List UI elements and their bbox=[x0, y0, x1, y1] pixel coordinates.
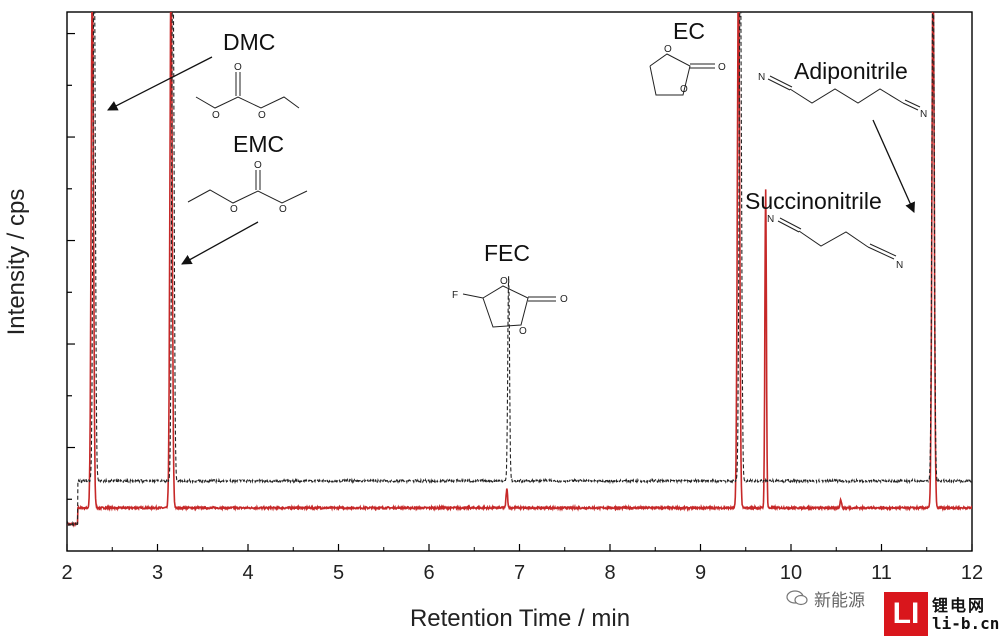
x-tick-label: 11 bbox=[871, 562, 892, 584]
x-tick-label: 4 bbox=[242, 562, 253, 584]
series-line-dashed bbox=[67, 12, 972, 527]
emc-atom-o-right: O bbox=[279, 204, 287, 215]
adiponitrile-atom-n-right: N bbox=[920, 109, 927, 120]
y-axis-ticks bbox=[67, 32, 75, 500]
x-tick-label: 5 bbox=[333, 562, 344, 584]
watermark-text: 新能源 bbox=[814, 591, 865, 611]
adiponitrile-atom-n-left: N bbox=[758, 72, 765, 83]
x-axis-label: Retention Time / min bbox=[410, 605, 630, 632]
succinonitrile-structure bbox=[777, 217, 897, 260]
x-tick-label: 2 bbox=[61, 562, 72, 584]
dmc-atom-o-right: O bbox=[258, 110, 266, 121]
annotation-emc: EMC bbox=[233, 131, 284, 157]
fec-structure bbox=[462, 285, 556, 328]
brand-logo: LI bbox=[884, 592, 928, 636]
adiponitrile-structure bbox=[767, 75, 921, 111]
ec-structure bbox=[649, 53, 715, 96]
dmc-atom-o-carbonyl: O bbox=[234, 62, 242, 73]
fec-atom-o-carbonyl: O bbox=[560, 294, 568, 305]
x-tick-label: 8 bbox=[604, 562, 615, 584]
x-axis-ticks bbox=[66, 544, 973, 551]
x-tick-label: 6 bbox=[423, 562, 434, 584]
x-tick-label: 10 bbox=[780, 562, 802, 584]
x-tick-label: 9 bbox=[695, 562, 706, 584]
dmc-atom-o-left: O bbox=[212, 110, 220, 121]
chat-bubble-icon bbox=[786, 590, 808, 606]
annotation-succinonitrile: Succinonitrile bbox=[745, 188, 882, 214]
emc-atom-o-left: O bbox=[230, 204, 238, 215]
annotation-ec: EC bbox=[673, 18, 705, 44]
y-axis-label: Intensity / cps bbox=[3, 189, 30, 336]
emc-structure bbox=[187, 170, 308, 204]
annotation-adiponitrile: Adiponitrile bbox=[794, 58, 908, 84]
ec-atom-o-top: O bbox=[664, 44, 672, 55]
arrow-emc bbox=[181, 221, 259, 265]
succinonitrile-atom-n-left: N bbox=[767, 214, 774, 225]
x-tick-label: 7 bbox=[514, 562, 525, 584]
fec-atom-o-top: O bbox=[500, 276, 508, 287]
annotation-dmc: DMC bbox=[223, 29, 275, 55]
plot-frame bbox=[66, 11, 973, 552]
x-tick-label: 3 bbox=[152, 562, 163, 584]
fec-atom-f: F bbox=[452, 290, 458, 301]
fec-atom-o-ring: O bbox=[519, 326, 527, 337]
arrow-adiponitrile bbox=[872, 119, 915, 213]
emc-atom-o-carbonyl: O bbox=[254, 160, 262, 171]
brand-name: 锂电网 bbox=[932, 596, 987, 615]
brand-url: li-b.cn bbox=[932, 614, 1000, 633]
series-line-solid bbox=[67, 12, 972, 528]
annotation-fec: FEC bbox=[484, 240, 530, 266]
ec-atom-o-carbonyl: O bbox=[718, 62, 726, 73]
dmc-structure bbox=[195, 72, 300, 109]
ec-atom-o-bottom: O bbox=[680, 84, 688, 95]
x-tick-label: 12 bbox=[961, 562, 983, 584]
x-axis-tick-labels: 2 3 4 5 6 7 8 9 10 11 12 bbox=[61, 562, 983, 584]
arrow-dmc bbox=[107, 56, 213, 111]
succinonitrile-atom-n-right: N bbox=[896, 260, 903, 271]
watermark: 新能源 LI 锂电网 li-b.cn bbox=[780, 578, 1000, 637]
